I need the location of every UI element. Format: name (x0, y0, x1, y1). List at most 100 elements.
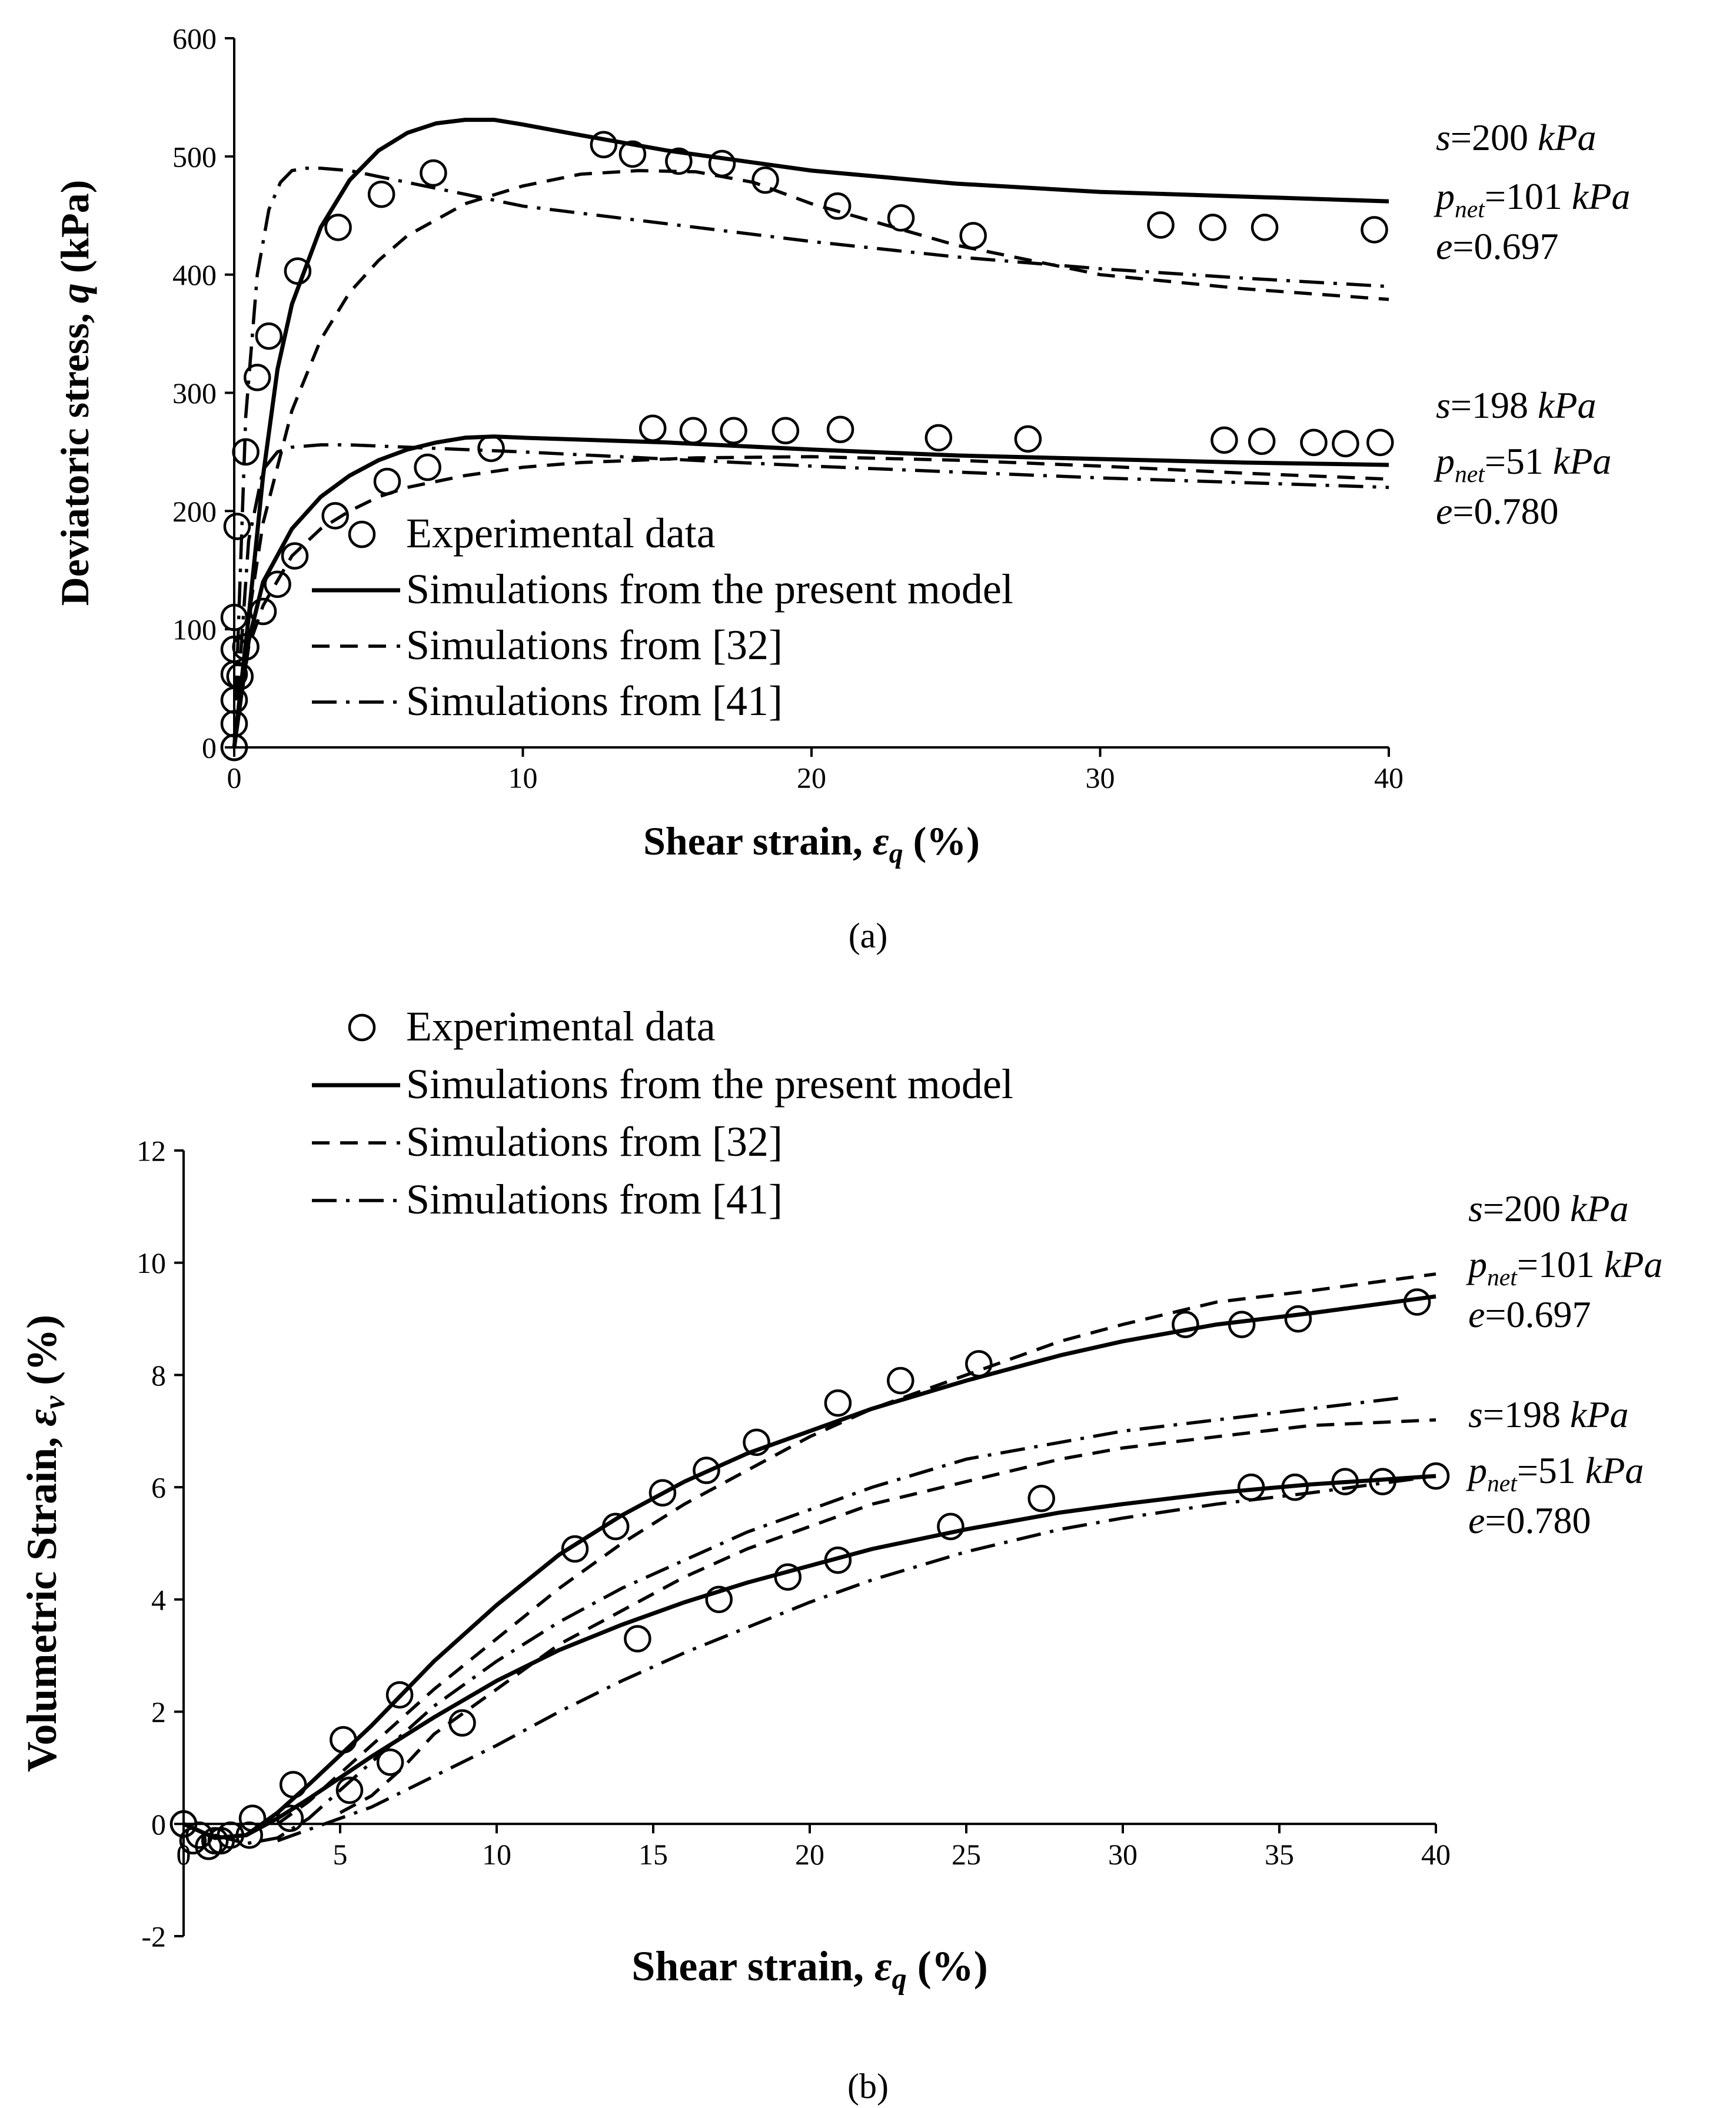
data-point (232, 438, 260, 466)
y-tick-label: 12 (137, 1135, 166, 1168)
data-point (477, 434, 505, 463)
legend-label: Simulations from [41] (406, 1176, 783, 1223)
condition-suction: s=198 kPa (1468, 1394, 1629, 1435)
panel-a-plot: 0 100 200 300 400 500 600 0 10 20 30 40 Shear strain… (52, 22, 1630, 870)
data-point (561, 1535, 589, 1563)
legend-marker (348, 1013, 376, 1042)
data-point (693, 1457, 720, 1484)
data-point (420, 159, 447, 187)
y-tick-label: 0 (151, 1808, 166, 1841)
panel-a-label: (a) (849, 916, 888, 955)
legend-label: Simulations from [41] (406, 677, 783, 724)
data-point (624, 1625, 651, 1653)
data-point (255, 322, 283, 350)
data-point (367, 180, 395, 208)
condition-net-stress: pnet=51 kPa (1434, 440, 1611, 487)
y-tick-label: 4 (151, 1583, 166, 1616)
data-point (335, 1776, 364, 1804)
series-line-dashed (339, 1418, 1436, 1814)
legend-label: Experimental data (406, 1003, 716, 1050)
x-tick-label: 25 (952, 1838, 981, 1871)
data-point (618, 140, 647, 168)
y-tick-label: 0 (202, 732, 217, 764)
data-point (937, 1512, 965, 1541)
data-point (887, 204, 915, 232)
data-point (887, 1366, 914, 1395)
data-point (720, 417, 747, 445)
data-point (648, 1479, 677, 1507)
x-tick-label: 30 (1086, 762, 1115, 794)
data-point (743, 1428, 770, 1457)
data-point (959, 222, 987, 250)
condition-net-stress: pnet=101 kPa (1434, 175, 1630, 222)
condition-void-ratio: e=0.697 (1468, 1294, 1591, 1335)
panel-b-label: (b) (847, 2067, 889, 2106)
data-point (823, 192, 852, 220)
y-tick-label: -2 (141, 1920, 166, 1953)
data-point (771, 417, 800, 445)
y-tick-label: 6 (151, 1471, 166, 1504)
data-point (264, 570, 291, 599)
x-tick-label: 35 (1265, 1838, 1294, 1871)
data-point (330, 1726, 357, 1754)
data-point (1300, 428, 1328, 457)
series-line-dashed (276, 1272, 1436, 1826)
condition-net-stress: pnet=101 kPa (1466, 1243, 1662, 1291)
condition-void-ratio: e=0.697 (1436, 225, 1559, 267)
x-tick-label: 10 (482, 1838, 511, 1871)
data-point (1027, 1484, 1055, 1512)
data-point (281, 542, 309, 570)
x-tick-label: 0 (227, 762, 242, 794)
y-tick-label: 600 (172, 22, 217, 55)
x-tick-label: 30 (1108, 1838, 1138, 1871)
data-point (826, 415, 854, 444)
y-tick-label: 200 (172, 495, 217, 528)
data-point (1366, 428, 1394, 457)
data-point (324, 214, 352, 241)
y-tick-label: 300 (172, 377, 217, 410)
x-axis-title: Shear strain, εq (%) (643, 819, 980, 869)
data-point (223, 513, 251, 540)
legend-label: Simulations from [32] (406, 1118, 783, 1165)
x-tick-label: 20 (797, 762, 826, 794)
data-point (1284, 1305, 1312, 1333)
series-line-dashed (232, 169, 1389, 748)
series-line-solid (182, 1294, 1436, 1840)
data-point (665, 147, 693, 175)
y-tick-label: 10 (137, 1246, 166, 1279)
data-point (321, 502, 349, 530)
condition-void-ratio: e=0.780 (1468, 1499, 1591, 1541)
data-point (590, 131, 618, 158)
series-line-dashdot (214, 1395, 1405, 1846)
condition-suction: s=200 kPa (1436, 117, 1597, 158)
x-tick-label: 15 (638, 1838, 668, 1871)
data-point (385, 1681, 414, 1709)
series-line-solid (232, 434, 1389, 748)
data-point (1199, 214, 1227, 241)
chart-panel-a: 0 100 200 300 400 500 600 0 10 20 30 40 Shear strain… (52, 22, 1630, 956)
y-tick-label: 500 (172, 140, 217, 173)
legend-marker (348, 520, 376, 548)
data-point (1251, 214, 1279, 241)
data-point (924, 424, 953, 452)
data-point (751, 166, 779, 194)
data-point (1332, 430, 1359, 458)
data-point (638, 414, 667, 442)
data-point (1147, 211, 1175, 239)
series-line-solid (232, 118, 1389, 748)
data-point (1014, 425, 1042, 453)
data-point (376, 1748, 404, 1776)
condition-void-ratio: e=0.780 (1436, 490, 1559, 532)
y-tick-label: 2 (151, 1695, 166, 1728)
data-point (1248, 427, 1276, 455)
x-tick-label: 40 (1374, 762, 1404, 794)
legend-label: Simulations from the present model (406, 1060, 1013, 1108)
legend-label: Simulations from the present model (406, 566, 1013, 613)
condition-net-stress: pnet=51 kPa (1466, 1449, 1644, 1497)
y-tick-label: 8 (151, 1359, 166, 1392)
condition-suction: s=200 kPa (1468, 1188, 1629, 1229)
legend-label: Experimental data (406, 510, 716, 557)
